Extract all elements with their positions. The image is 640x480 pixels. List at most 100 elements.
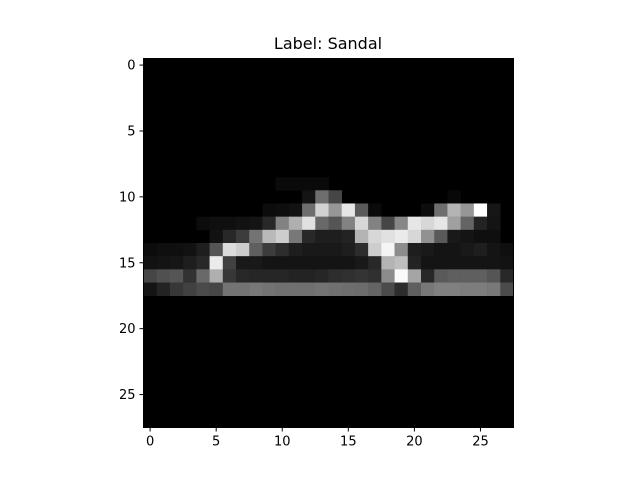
y-tick-label: 5 (127, 124, 135, 139)
pixel (407, 282, 422, 297)
pixel (236, 256, 250, 270)
pixel (262, 282, 276, 297)
x-tick-label: 5 (212, 435, 220, 450)
pixel (341, 203, 356, 217)
pixel (156, 256, 171, 270)
y-tick-label: 15 (119, 256, 136, 271)
pixel (328, 243, 343, 257)
pixel (222, 229, 237, 244)
pixel (262, 216, 276, 231)
pixel (500, 243, 514, 257)
pixel (222, 282, 237, 297)
pixel (262, 203, 276, 217)
pixel (473, 229, 488, 244)
pixel (288, 243, 303, 257)
pixel (447, 282, 461, 297)
pixel (473, 243, 488, 257)
pixel (143, 269, 158, 283)
pixel (236, 216, 250, 231)
pixel (354, 243, 369, 257)
pixel (460, 203, 475, 217)
pixel (500, 256, 514, 270)
pixel (196, 243, 210, 257)
pixel (341, 269, 356, 283)
pixel (275, 229, 290, 244)
y-axis: 0 5 10 15 20 25 (119, 59, 144, 403)
pixel (421, 256, 435, 270)
pixel (394, 256, 409, 270)
pixel (315, 229, 329, 244)
pixel (302, 203, 316, 217)
pixel (381, 256, 395, 270)
pixel (183, 282, 197, 297)
pixel (460, 216, 475, 231)
pixel (315, 216, 329, 231)
pixel (328, 229, 343, 244)
pixel (381, 282, 395, 297)
pixel (315, 269, 329, 283)
pixel (196, 269, 210, 283)
pixel (354, 282, 369, 297)
pixel (328, 269, 343, 283)
pixel (288, 203, 303, 217)
pixel (222, 216, 237, 231)
pixel (275, 203, 290, 217)
pixel (487, 256, 501, 270)
pixel (222, 256, 237, 270)
axes-frame (143, 58, 514, 428)
pixel (288, 229, 303, 244)
pixel (288, 269, 303, 283)
pixel (460, 229, 475, 244)
pixel (473, 216, 488, 231)
pixel (407, 269, 422, 283)
pixel (302, 243, 316, 257)
pixel (302, 177, 316, 191)
pixel (368, 203, 382, 217)
x-tick-label: 10 (274, 435, 291, 450)
y-tick-label: 20 (119, 322, 136, 337)
pixel (368, 269, 382, 283)
pixel (196, 256, 210, 270)
pixel (460, 256, 475, 270)
pixel (500, 282, 514, 297)
pixel (487, 229, 501, 244)
pixel (460, 282, 475, 297)
pixel (354, 269, 369, 283)
pixel (288, 282, 303, 297)
pixel (407, 256, 422, 270)
pixel (460, 269, 475, 283)
pixel (487, 216, 501, 231)
pixel (421, 269, 435, 283)
pixel (328, 256, 343, 270)
pixel (169, 256, 184, 270)
pixel (315, 243, 329, 257)
pixel (394, 243, 409, 257)
pixel (407, 216, 422, 231)
pixel (209, 243, 224, 257)
pixel (183, 256, 197, 270)
x-tick-label: 20 (406, 435, 423, 450)
pixel (447, 216, 461, 231)
pixel (341, 229, 356, 244)
pixel (447, 229, 461, 244)
pixel (183, 243, 197, 257)
pixel (328, 216, 343, 231)
x-axis: 0 5 10 15 20 25 (146, 427, 489, 450)
pixel (236, 269, 250, 283)
pixel (341, 256, 356, 270)
pixel (209, 269, 224, 283)
pixel (473, 269, 488, 283)
pixel (169, 243, 184, 257)
pixel (368, 256, 382, 270)
pixel (447, 256, 461, 270)
pixel (302, 256, 316, 270)
pixel (315, 190, 329, 204)
pixel (394, 269, 409, 283)
pixel (209, 282, 224, 297)
pixel (421, 243, 435, 257)
pixel (447, 203, 461, 217)
pixel (394, 229, 409, 244)
pixel (368, 243, 382, 257)
y-tick-label: 10 (119, 190, 136, 205)
pixel (407, 243, 422, 257)
